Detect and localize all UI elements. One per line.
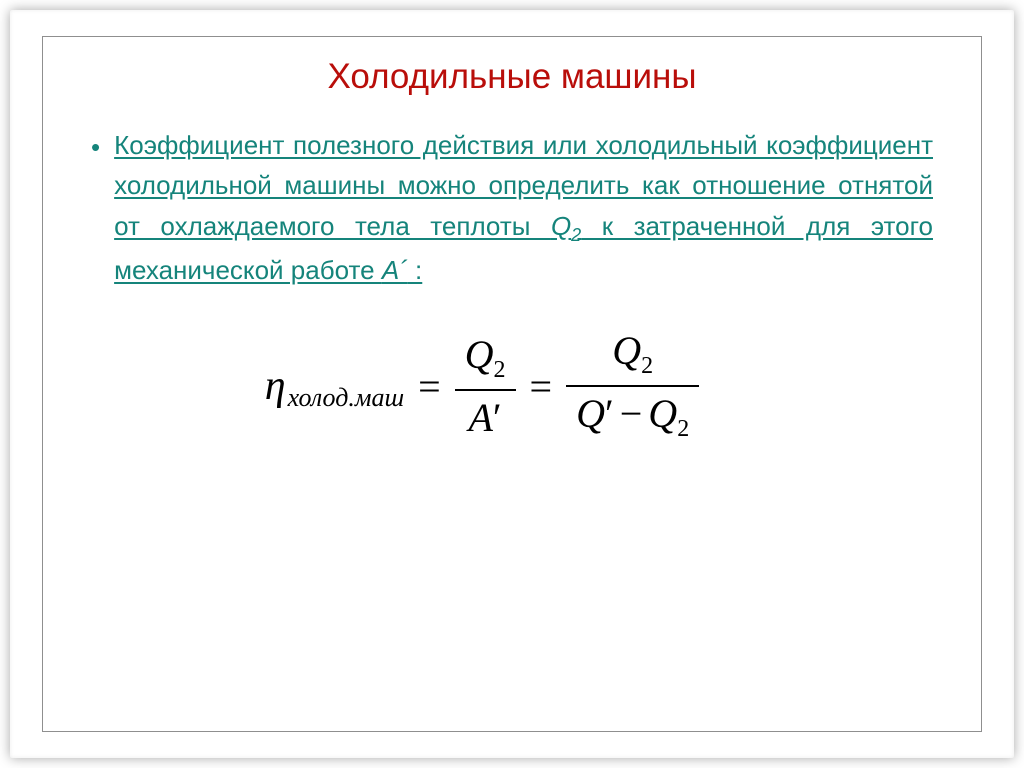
fraction-1-numerator: Q2 (455, 332, 516, 385)
equals-1: = (418, 363, 441, 410)
inner-frame: Холодильные машины • Коэффициент полезно… (42, 36, 982, 732)
symbol-a-prime: A´ (382, 255, 408, 285)
frac1-num-base: Q (465, 332, 494, 377)
body-text-part3: : (408, 255, 422, 285)
frac2-den-left-prime: ′ (605, 391, 614, 436)
fraction-2-denominator: Q′−Q2 (566, 391, 699, 444)
fraction-1: Q2 A′ (455, 332, 516, 441)
body-paragraph: Коэффициент полезного действия или холод… (114, 125, 933, 290)
frac1-den-base: A (468, 395, 492, 440)
frac2-num-base: Q (612, 328, 641, 373)
fraction-1-bar (455, 389, 516, 391)
frac1-den-prime: ′ (493, 395, 502, 440)
symbol-q2-sub: 2 (571, 225, 581, 245)
eta-subscript: холод.маш (288, 383, 404, 413)
frac1-num-sub: 2 (494, 357, 506, 383)
slide-title: Холодильные машины (91, 57, 933, 97)
fraction-2-numerator: Q2 (602, 328, 663, 381)
slide-content: Холодильные машины • Коэффициент полезно… (43, 37, 981, 731)
frac2-den-right-sub: 2 (677, 416, 689, 442)
fraction-1-denominator: A′ (458, 395, 511, 441)
bullet-icon: • (91, 127, 100, 167)
formula-container: η холод.маш = Q2 A′ = (91, 328, 933, 444)
symbol-q2-base: Q (551, 211, 571, 241)
frac2-minus: − (620, 391, 643, 436)
fraction-2-bar (566, 385, 699, 387)
symbol-q2: Q2 (551, 211, 581, 241)
formula: η холод.маш = Q2 A′ = (265, 328, 699, 444)
eta-symbol: η (265, 362, 286, 410)
fraction-2: Q2 Q′−Q2 (566, 328, 699, 444)
frac2-num-sub: 2 (641, 353, 653, 379)
frac2-den-right-base: Q (648, 391, 677, 436)
equals-2: = (530, 363, 553, 410)
outer-frame: Холодильные машины • Коэффициент полезно… (10, 10, 1014, 758)
body-paragraph-row: • Коэффициент полезного действия или хол… (91, 125, 933, 290)
frac2-den-left-base: Q (576, 391, 605, 436)
